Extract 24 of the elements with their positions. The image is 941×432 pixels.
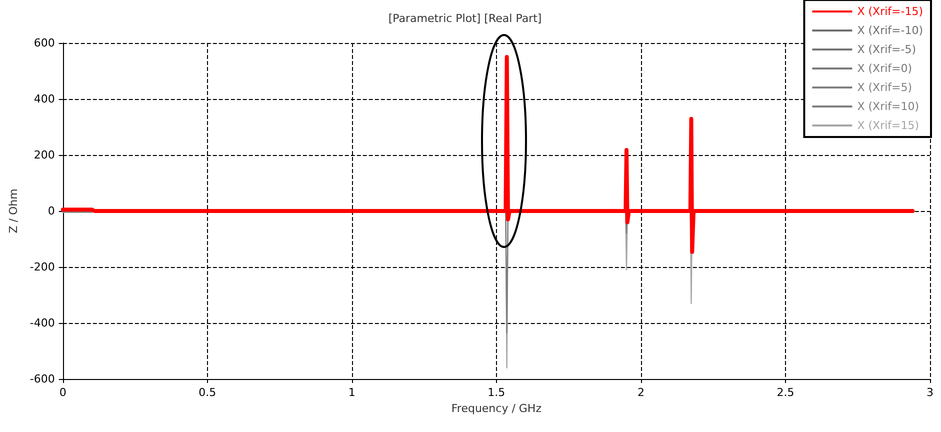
x-axis-title: Frequency / GHz: [451, 402, 542, 415]
legend-label: X (Xrif=10): [857, 100, 920, 113]
x-tick-label: 2: [637, 386, 644, 399]
x-tick-label: 3: [926, 386, 934, 399]
x-tick-label: 1: [348, 386, 356, 399]
y-tick-label: 200: [34, 148, 55, 162]
x-tick-label: 1.5: [488, 386, 506, 399]
y-tick-label: 600: [34, 36, 55, 50]
legend-label: X (Xrif=-10): [857, 24, 924, 37]
x-tick-label: 0.5: [198, 386, 216, 399]
y-tick-label: -400: [30, 316, 55, 330]
x-tick-label: 0: [59, 386, 66, 399]
y-tick-label: 400: [34, 92, 55, 106]
legend-label: X (Xrif=-15): [857, 5, 924, 18]
legend-label: X (Xrif=-5): [857, 43, 916, 56]
y-tick-label: 0: [48, 204, 55, 218]
chart-title: [Parametric Plot] [Real Part]: [388, 12, 542, 25]
y-tick-label: -600: [30, 372, 55, 386]
x-tick-label: 2.5: [776, 386, 794, 399]
legend-label: X (Xrif=5): [857, 81, 912, 94]
legend-label: X (Xrif=0): [857, 62, 912, 75]
legend-label: X (Xrif=15): [857, 119, 920, 132]
y-axis-title: Z / Ohm: [7, 188, 20, 234]
y-tick-label: -200: [30, 260, 55, 274]
